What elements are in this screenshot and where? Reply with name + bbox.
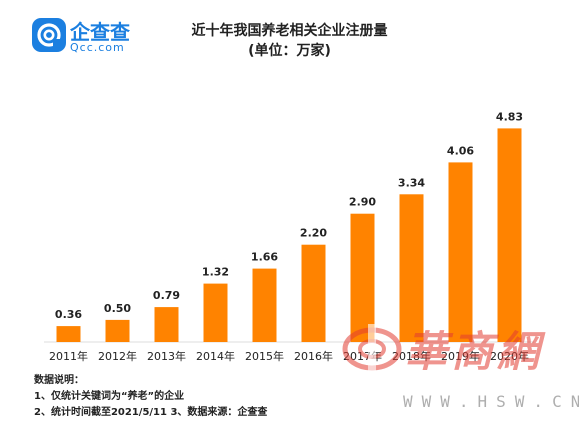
- bar-4: [203, 283, 228, 342]
- bar-9: [448, 162, 473, 342]
- chart-title: 近十年我国养老相关企业注册量: [191, 23, 388, 39]
- bar-1: [56, 326, 81, 342]
- qcc-logo-icon: [32, 18, 66, 52]
- x-tick-label-3: 2013年: [147, 349, 186, 363]
- notes-line-2: 2、统计时间截至2021/5/11 3、数据来源：企查查: [34, 407, 268, 418]
- x-tick-label-6: 2016年: [294, 349, 333, 363]
- brand-domain: Qcc.com: [70, 41, 125, 54]
- bars-group: [56, 128, 522, 342]
- bar-value-label-5: 1.66: [251, 251, 278, 264]
- x-tick-label-5: 2015年: [245, 349, 284, 363]
- chart-subtitle: (单位：万家): [248, 43, 331, 59]
- x-tick-label-9: 2019年: [441, 349, 480, 363]
- bar-value-label-8: 3.34: [398, 176, 425, 189]
- bar-value-label-9: 4.06: [447, 144, 474, 157]
- x-tick-label-2: 2012年: [98, 349, 137, 363]
- data-notes: 数据说明： 1、仅统计关键词为“养老”的企业 2、统计时间截至2021/5/11…: [34, 373, 267, 421]
- x-tick-label-4: 2014年: [196, 349, 235, 363]
- bar-3: [154, 307, 179, 342]
- bar-value-label-3: 0.79: [153, 289, 180, 302]
- x-tick-label-7: 2017年: [343, 349, 382, 363]
- bar-5: [252, 268, 277, 342]
- bar-value-label-10: 4.83: [496, 110, 523, 123]
- bar-value-label-7: 2.90: [349, 196, 376, 209]
- notes-line-1: 1、仅统计关键词为“养老”的企业: [34, 391, 185, 402]
- bar-value-label-4: 1.32: [202, 266, 229, 279]
- bar-6: [301, 244, 326, 342]
- bar-value-label-1: 0.36: [55, 308, 82, 321]
- bar-8: [399, 194, 424, 342]
- bar-value-label-2: 0.50: [104, 302, 131, 315]
- notes-heading: 数据说明：: [34, 375, 84, 386]
- brand-name: 企查查: [70, 20, 130, 44]
- bar-value-label-6: 2.20: [300, 227, 327, 240]
- x-tick-labels-group: 2011年 2012年 2013年 2014年 2015年 2016年 2017年 2018年…: [49, 349, 529, 363]
- qcc-logo: 企查查 Qcc.com: [32, 16, 152, 56]
- x-tick-label-8: 2018年: [392, 349, 431, 363]
- bar-7: [350, 213, 375, 342]
- bar-2: [105, 319, 130, 342]
- value-labels-group: 0.36 0.50 0.79 1.32 1.66 2.20 2.90 3.34 4.06 4.83: [55, 110, 523, 321]
- x-tick-label-10: 2020年: [490, 349, 529, 363]
- bar-10: [497, 128, 522, 342]
- x-tick-label-1: 2011年: [49, 349, 88, 363]
